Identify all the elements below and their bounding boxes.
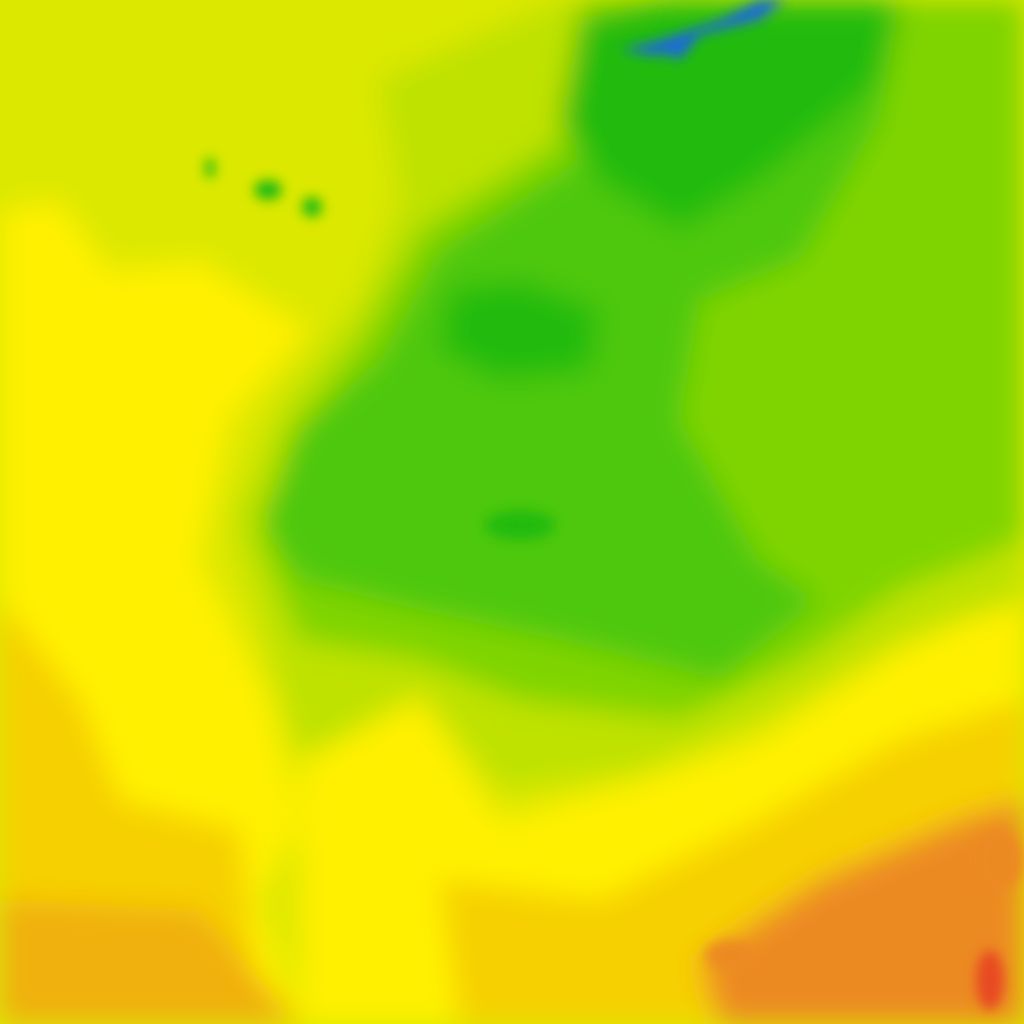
green-spot [302,197,322,217]
dark-orange-spot [705,940,755,970]
green-spot [485,510,555,540]
deep-green-region-north [560,0,900,230]
deep-green-patch [440,280,600,380]
dark-orange-spot [976,830,1024,890]
green-spot [254,180,282,200]
orange-band-southwest [0,900,300,1024]
green-spot [205,158,215,178]
red-spot [976,950,1004,1010]
dark-orange-region-southeast [700,800,1024,1024]
blue-streak-north [620,0,785,60]
